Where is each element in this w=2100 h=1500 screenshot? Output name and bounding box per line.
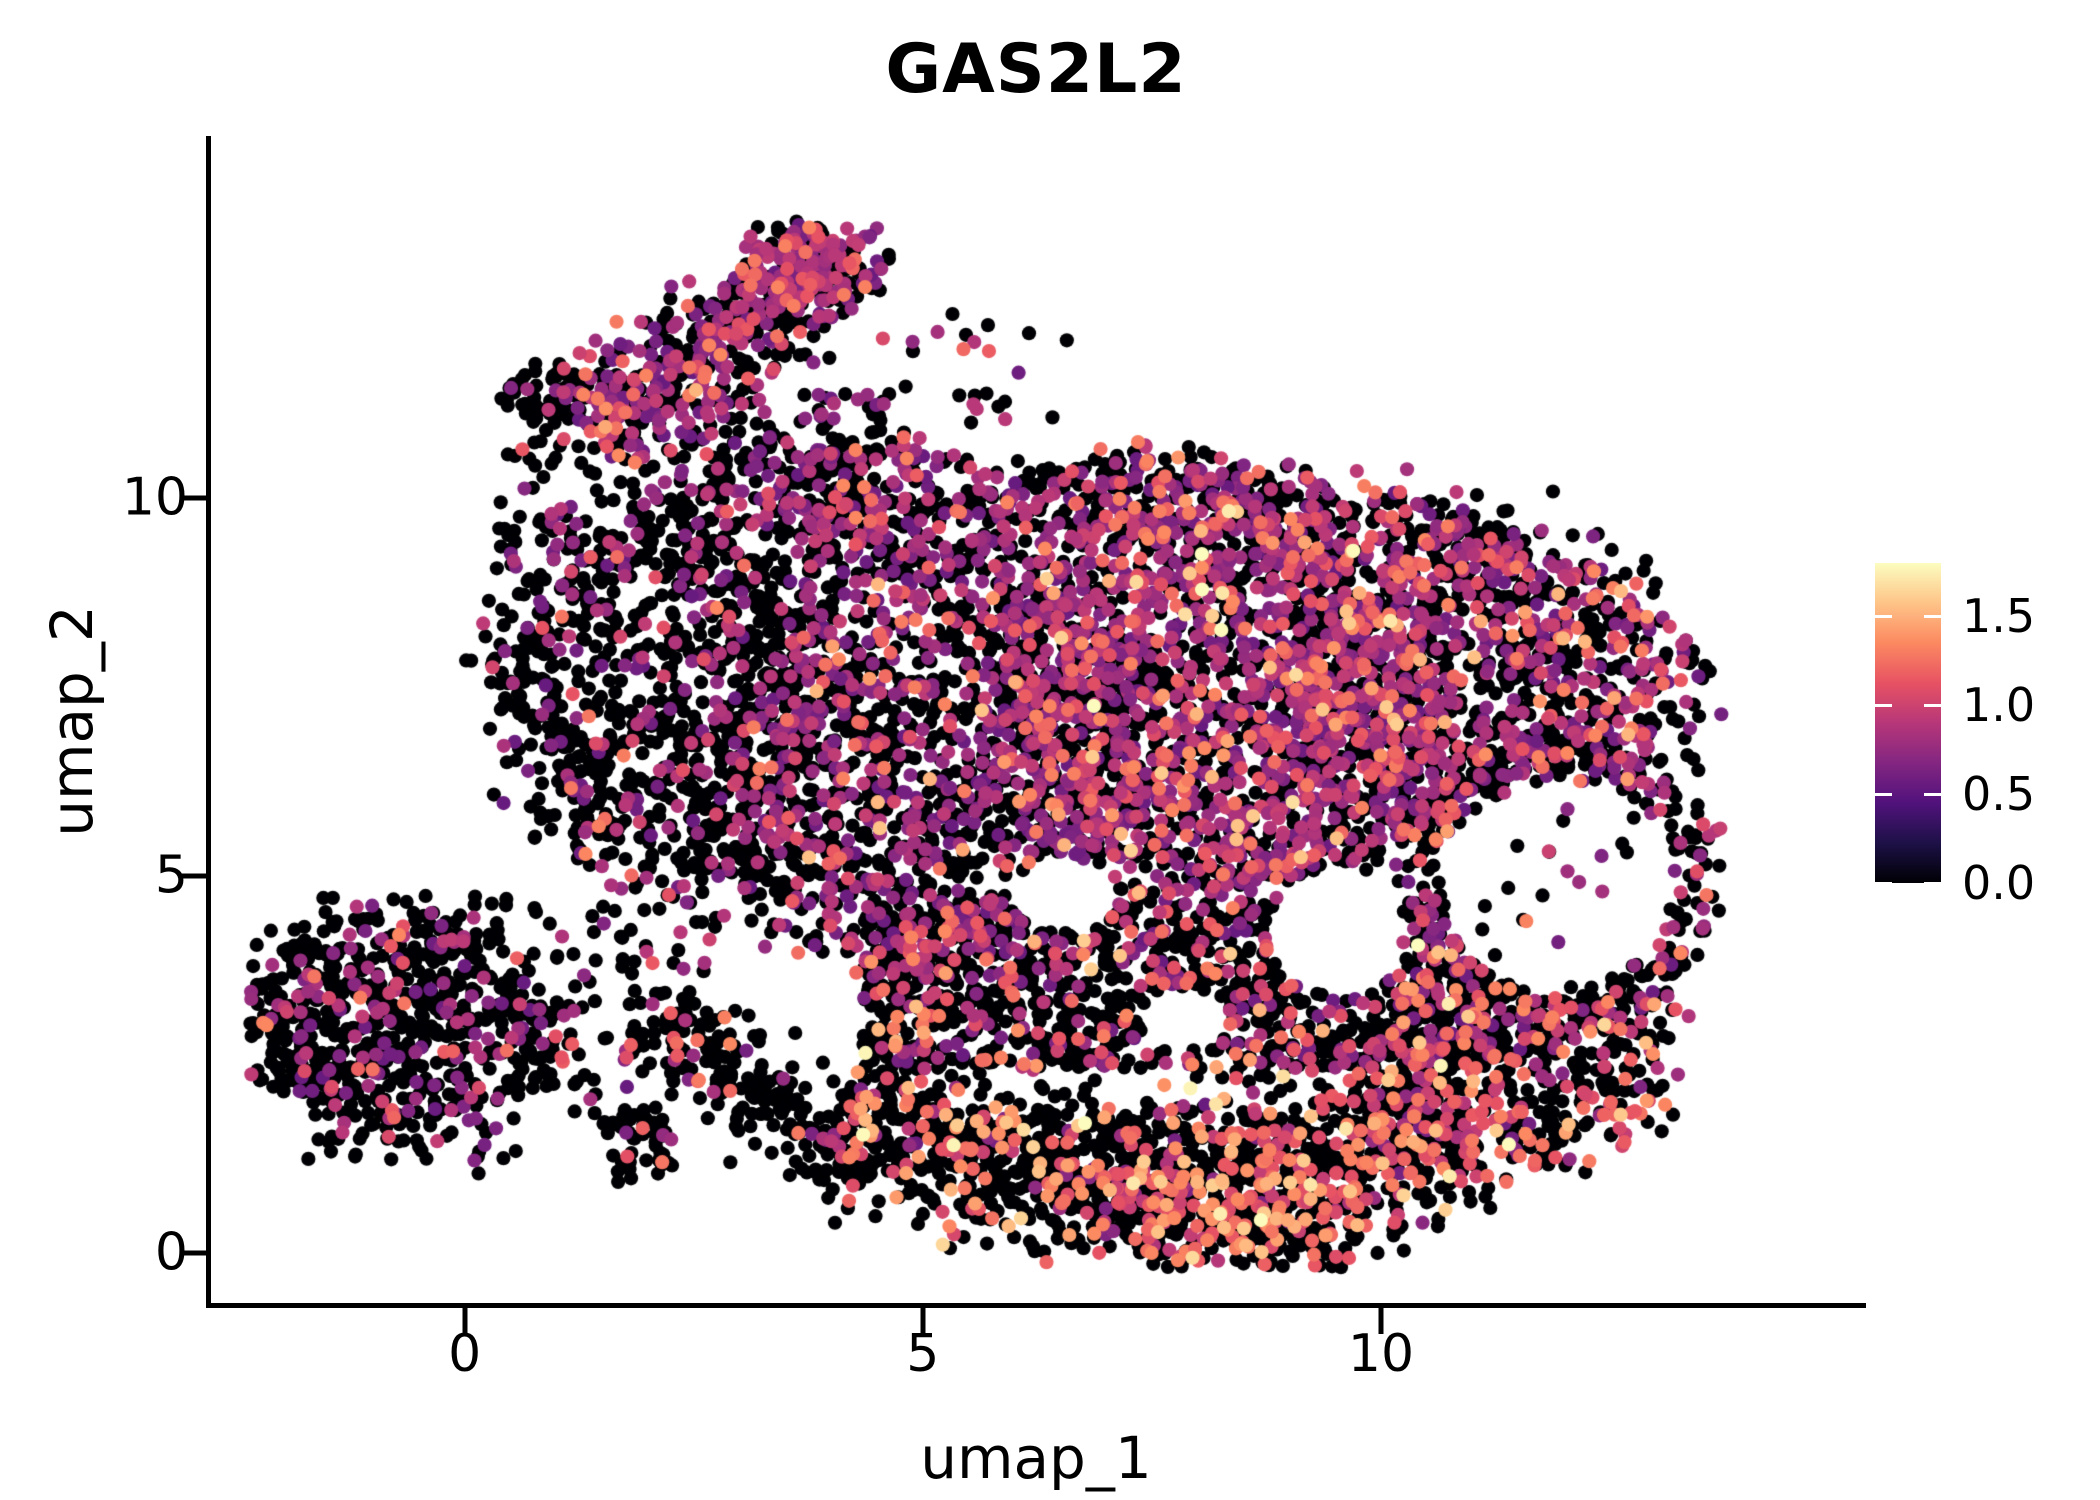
colorbar-tick-mark [1924, 792, 1941, 796]
y-tick-label: 10 [121, 467, 188, 528]
colorbar-tick-mark [1875, 614, 1892, 618]
colorbar-tick-mark [1875, 881, 1892, 885]
y-axis-label: umap_2 [38, 605, 106, 837]
colorbar-tick-mark [1924, 881, 1941, 885]
colorbar-tick-label: 1.0 [1962, 678, 2036, 733]
x-tick-mark [462, 1308, 468, 1334]
x-tick-label: 5 [906, 1324, 940, 1384]
colorbar-tick-mark [1924, 614, 1941, 618]
x-tick-label: 0 [448, 1324, 482, 1384]
x-axis-line [206, 1303, 1866, 1308]
x-tick-mark [1378, 1308, 1384, 1334]
colorbar-tick-label: 0.0 [1962, 856, 2036, 910]
colorbar-tick-mark [1875, 703, 1892, 707]
colorbar-tick-mark [1924, 703, 1941, 707]
y-axis-line [206, 136, 211, 1308]
x-axis-label: umap_1 [920, 1424, 1152, 1492]
y-tick-mark [180, 873, 206, 879]
x-tick-label: 10 [1347, 1324, 1415, 1384]
colorbar-tick-label: 1.5 [1962, 589, 2036, 644]
colorbar [1875, 563, 1941, 883]
y-tick-label: 5 [154, 845, 188, 906]
colorbar-tick-mark [1875, 792, 1892, 796]
colorbar-gradient [1875, 563, 1941, 883]
colorbar-tick-label: 0.5 [1962, 767, 2036, 822]
x-tick-mark [920, 1308, 926, 1334]
y-tick-mark [180, 1250, 206, 1256]
plot-title: GAS2L2 [885, 30, 1187, 109]
y-tick-mark [180, 495, 206, 501]
y-tick-label: 0 [154, 1222, 188, 1283]
